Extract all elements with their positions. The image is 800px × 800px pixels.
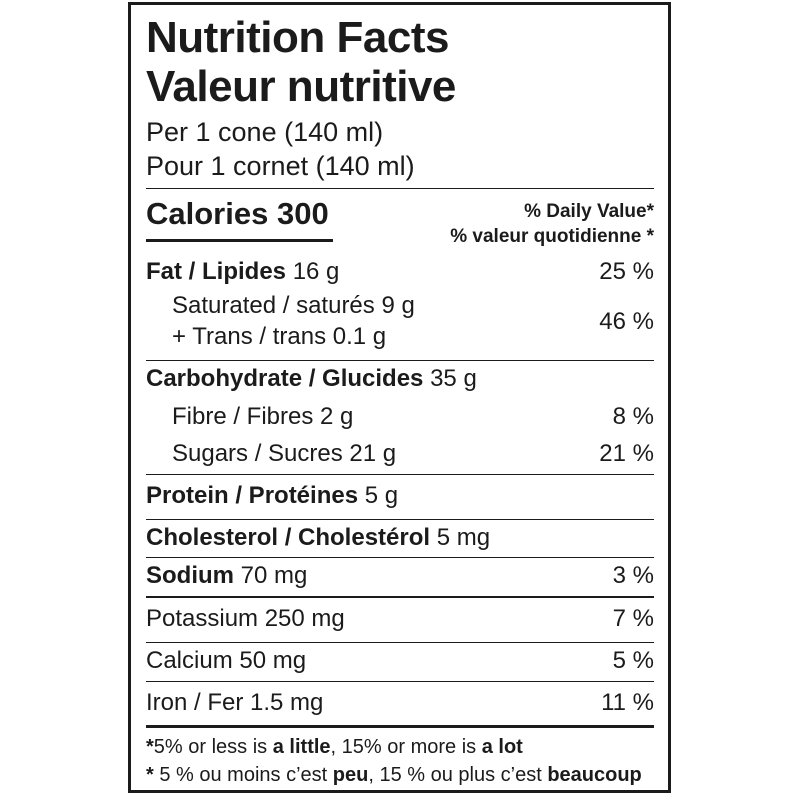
carbohydrate-amount: 35 g xyxy=(430,364,477,392)
calcium-daily-value: 5 % xyxy=(612,646,654,674)
row-cholesterol: Cholesterol / Cholestérol 5 mg xyxy=(146,520,654,558)
footnote-fr-star: * xyxy=(146,763,160,786)
footnote-en-star: * xyxy=(146,736,154,759)
nutrition-facts-label: Nutrition Facts Valeur nutritive Per 1 c… xyxy=(128,2,671,793)
row-protein: Protein / Protéines 5 g xyxy=(146,475,654,519)
separator-after-cholesterol xyxy=(146,557,654,559)
calories-block: Calories 300 % Daily Value* % valeur quo… xyxy=(146,195,654,249)
row-iron: Iron / Fer 1.5 mg 11 % xyxy=(146,682,654,726)
fat-name: Fat / Lipides 16 g xyxy=(146,257,339,288)
calcium-name: Calcium 50 mg xyxy=(146,646,307,674)
separator-after-sodium xyxy=(146,596,654,599)
potassium-daily-value: 7 % xyxy=(612,605,654,633)
sodium-amount: 70 mg xyxy=(240,562,308,590)
footnote-french: * 5 % ou moins c’est peu, 15 % ou plus c… xyxy=(146,762,654,789)
saturated-trans-names: Saturated / saturés 9 g + Trans / trans … xyxy=(146,291,415,352)
serving-size-english: Per 1 cone (140 ml) xyxy=(146,116,384,147)
carbohydrate-name: Carbohydrate / Glucides 35 g xyxy=(146,364,477,395)
separator-after-fat xyxy=(146,359,654,361)
fat-label: Fat / Lipides xyxy=(146,257,287,285)
calories-value: 300 xyxy=(276,195,329,231)
row-fat: Fat / Lipides 16 g 25 % xyxy=(146,254,654,292)
cholesterol-amount: 5 mg xyxy=(436,523,491,551)
row-potassium: Potassium 250 mg 7 % xyxy=(146,598,654,642)
label-title-french: Valeur nutritive xyxy=(146,62,456,112)
footnote-en-bold-1: a little xyxy=(272,736,331,759)
protein-label: Protein / Protéines xyxy=(146,482,359,510)
footnote-fr-bold-1: peu xyxy=(332,763,369,786)
potassium-name: Potassium 250 mg xyxy=(146,605,345,633)
footnote-en-bold-2: a lot xyxy=(481,736,523,759)
saturated-trans-daily-value: 46 % xyxy=(599,307,654,335)
sugars-daily-value: 21 % xyxy=(599,440,654,468)
footnote-block: *5% or less is a little, 15% or more is … xyxy=(146,728,654,788)
daily-value-header-french: % valeur quotidienne * xyxy=(450,225,654,247)
sodium-label: Sodium xyxy=(146,562,234,590)
daily-value-header-english: % Daily Value* xyxy=(524,200,654,222)
serving-size-french: Pour 1 cornet (140 ml) xyxy=(146,150,415,181)
row-fibre: Fibre / Fibres 2 g 8 % xyxy=(146,399,654,437)
row-carbohydrate: Carbohydrate / Glucides 35 g xyxy=(146,361,654,399)
iron-name: Iron / Fer 1.5 mg xyxy=(146,688,324,716)
serving-size-block: Per 1 cone (140 ml) Pour 1 cornet (140 m… xyxy=(146,115,654,183)
footnote-fr-text-1: 5 % ou moins c’est xyxy=(159,763,333,786)
fat-amount: 16 g xyxy=(292,257,340,285)
saturated-fat-line: Saturated / saturés 9 g xyxy=(172,292,415,320)
protein-amount: 5 g xyxy=(364,482,399,510)
cholesterol-name: Cholesterol / Cholestérol 5 mg xyxy=(146,523,490,554)
footnote-fr-text-2: , 15 % ou plus c’est xyxy=(368,763,548,786)
row-calcium: Calcium 50 mg 5 % xyxy=(146,643,654,681)
separator-before-footnote xyxy=(146,725,654,729)
separator-after-protein xyxy=(146,518,654,520)
row-saturated-trans: Saturated / saturés 9 g + Trans / trans … xyxy=(146,291,654,359)
separator-after-serving xyxy=(146,187,654,189)
trans-fat-line: + Trans / trans 0.1 g xyxy=(172,323,387,351)
sodium-daily-value: 3 % xyxy=(612,562,654,590)
protein-name: Protein / Protéines 5 g xyxy=(146,481,398,512)
footnote-fr-bold-2: beaucoup xyxy=(547,763,642,786)
fibre-daily-value: 8 % xyxy=(612,402,654,430)
label-title-english: Nutrition Facts xyxy=(146,13,449,62)
separator-after-potassium xyxy=(146,641,654,643)
fat-daily-value: 25 % xyxy=(599,257,654,285)
row-sodium: Sodium 70 mg 3 % xyxy=(146,558,654,596)
sodium-name: Sodium 70 mg xyxy=(146,561,307,592)
calories-row: Calories 300 xyxy=(146,195,333,243)
footnote-en-text-2: , 15% or more is xyxy=(330,736,482,759)
carbohydrate-label: Carbohydrate / Glucides xyxy=(146,364,424,392)
separator-after-calcium xyxy=(146,680,654,682)
separator-after-carbohydrate xyxy=(146,474,654,476)
fibre-name: Fibre / Fibres 2 g xyxy=(172,402,354,430)
cholesterol-label: Cholesterol / Cholestérol xyxy=(146,523,431,551)
footnote-english: *5% or less is a little, 15% or more is … xyxy=(146,734,654,761)
row-sugars: Sugars / Sucres 21 g 21 % xyxy=(146,436,654,474)
iron-daily-value: 11 % xyxy=(601,688,654,716)
calories-word: Calories xyxy=(146,195,269,231)
sugars-name: Sugars / Sucres 21 g xyxy=(172,440,397,468)
daily-value-header: % Daily Value* % valeur quotidienne * xyxy=(450,198,654,249)
footnote-en-text-1: 5% or less is xyxy=(153,736,273,759)
